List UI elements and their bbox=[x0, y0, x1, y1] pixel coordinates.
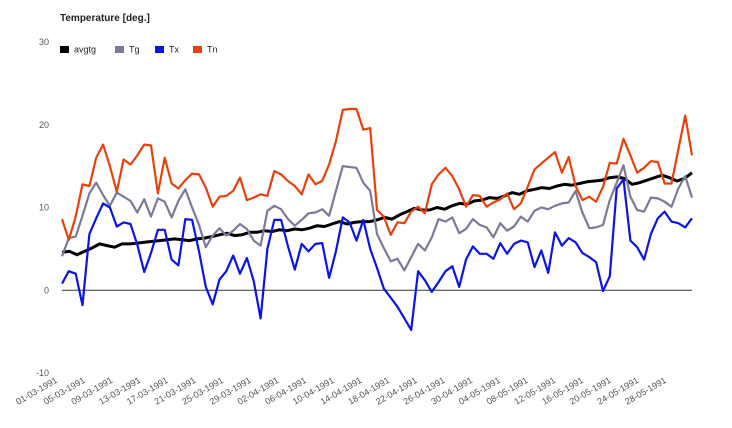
legend-swatch-tg bbox=[115, 46, 124, 54]
legend-label-tg: Tg bbox=[129, 44, 140, 55]
legend-swatch-tn bbox=[193, 46, 202, 54]
y-tick-label: 30 bbox=[39, 37, 49, 47]
y-tick-label: 0 bbox=[44, 285, 49, 295]
legend-label-tx: Tx bbox=[169, 44, 179, 55]
y-tick-label: 10 bbox=[39, 203, 49, 213]
legend-swatch-avgtg bbox=[60, 46, 69, 54]
legend-item-tn: Tn bbox=[193, 44, 218, 55]
y-tick-label: -10 bbox=[36, 368, 49, 378]
series-line-tx bbox=[61, 178, 693, 332]
series-line-tn bbox=[60, 107, 694, 241]
series-line-tg bbox=[60, 164, 694, 272]
legend-swatch-tx bbox=[155, 46, 164, 54]
chart-title: Temperature [deg.] bbox=[60, 13, 150, 24]
legend-label-tn: Tn bbox=[207, 44, 218, 55]
legend-item-avgtg: avgtg bbox=[60, 44, 96, 55]
y-tick-label: 20 bbox=[39, 120, 49, 130]
legend-item-tg: Tg bbox=[115, 44, 140, 55]
legend-item-tx: Tx bbox=[155, 44, 179, 55]
legend-label-avgtg: avgtg bbox=[74, 44, 97, 55]
